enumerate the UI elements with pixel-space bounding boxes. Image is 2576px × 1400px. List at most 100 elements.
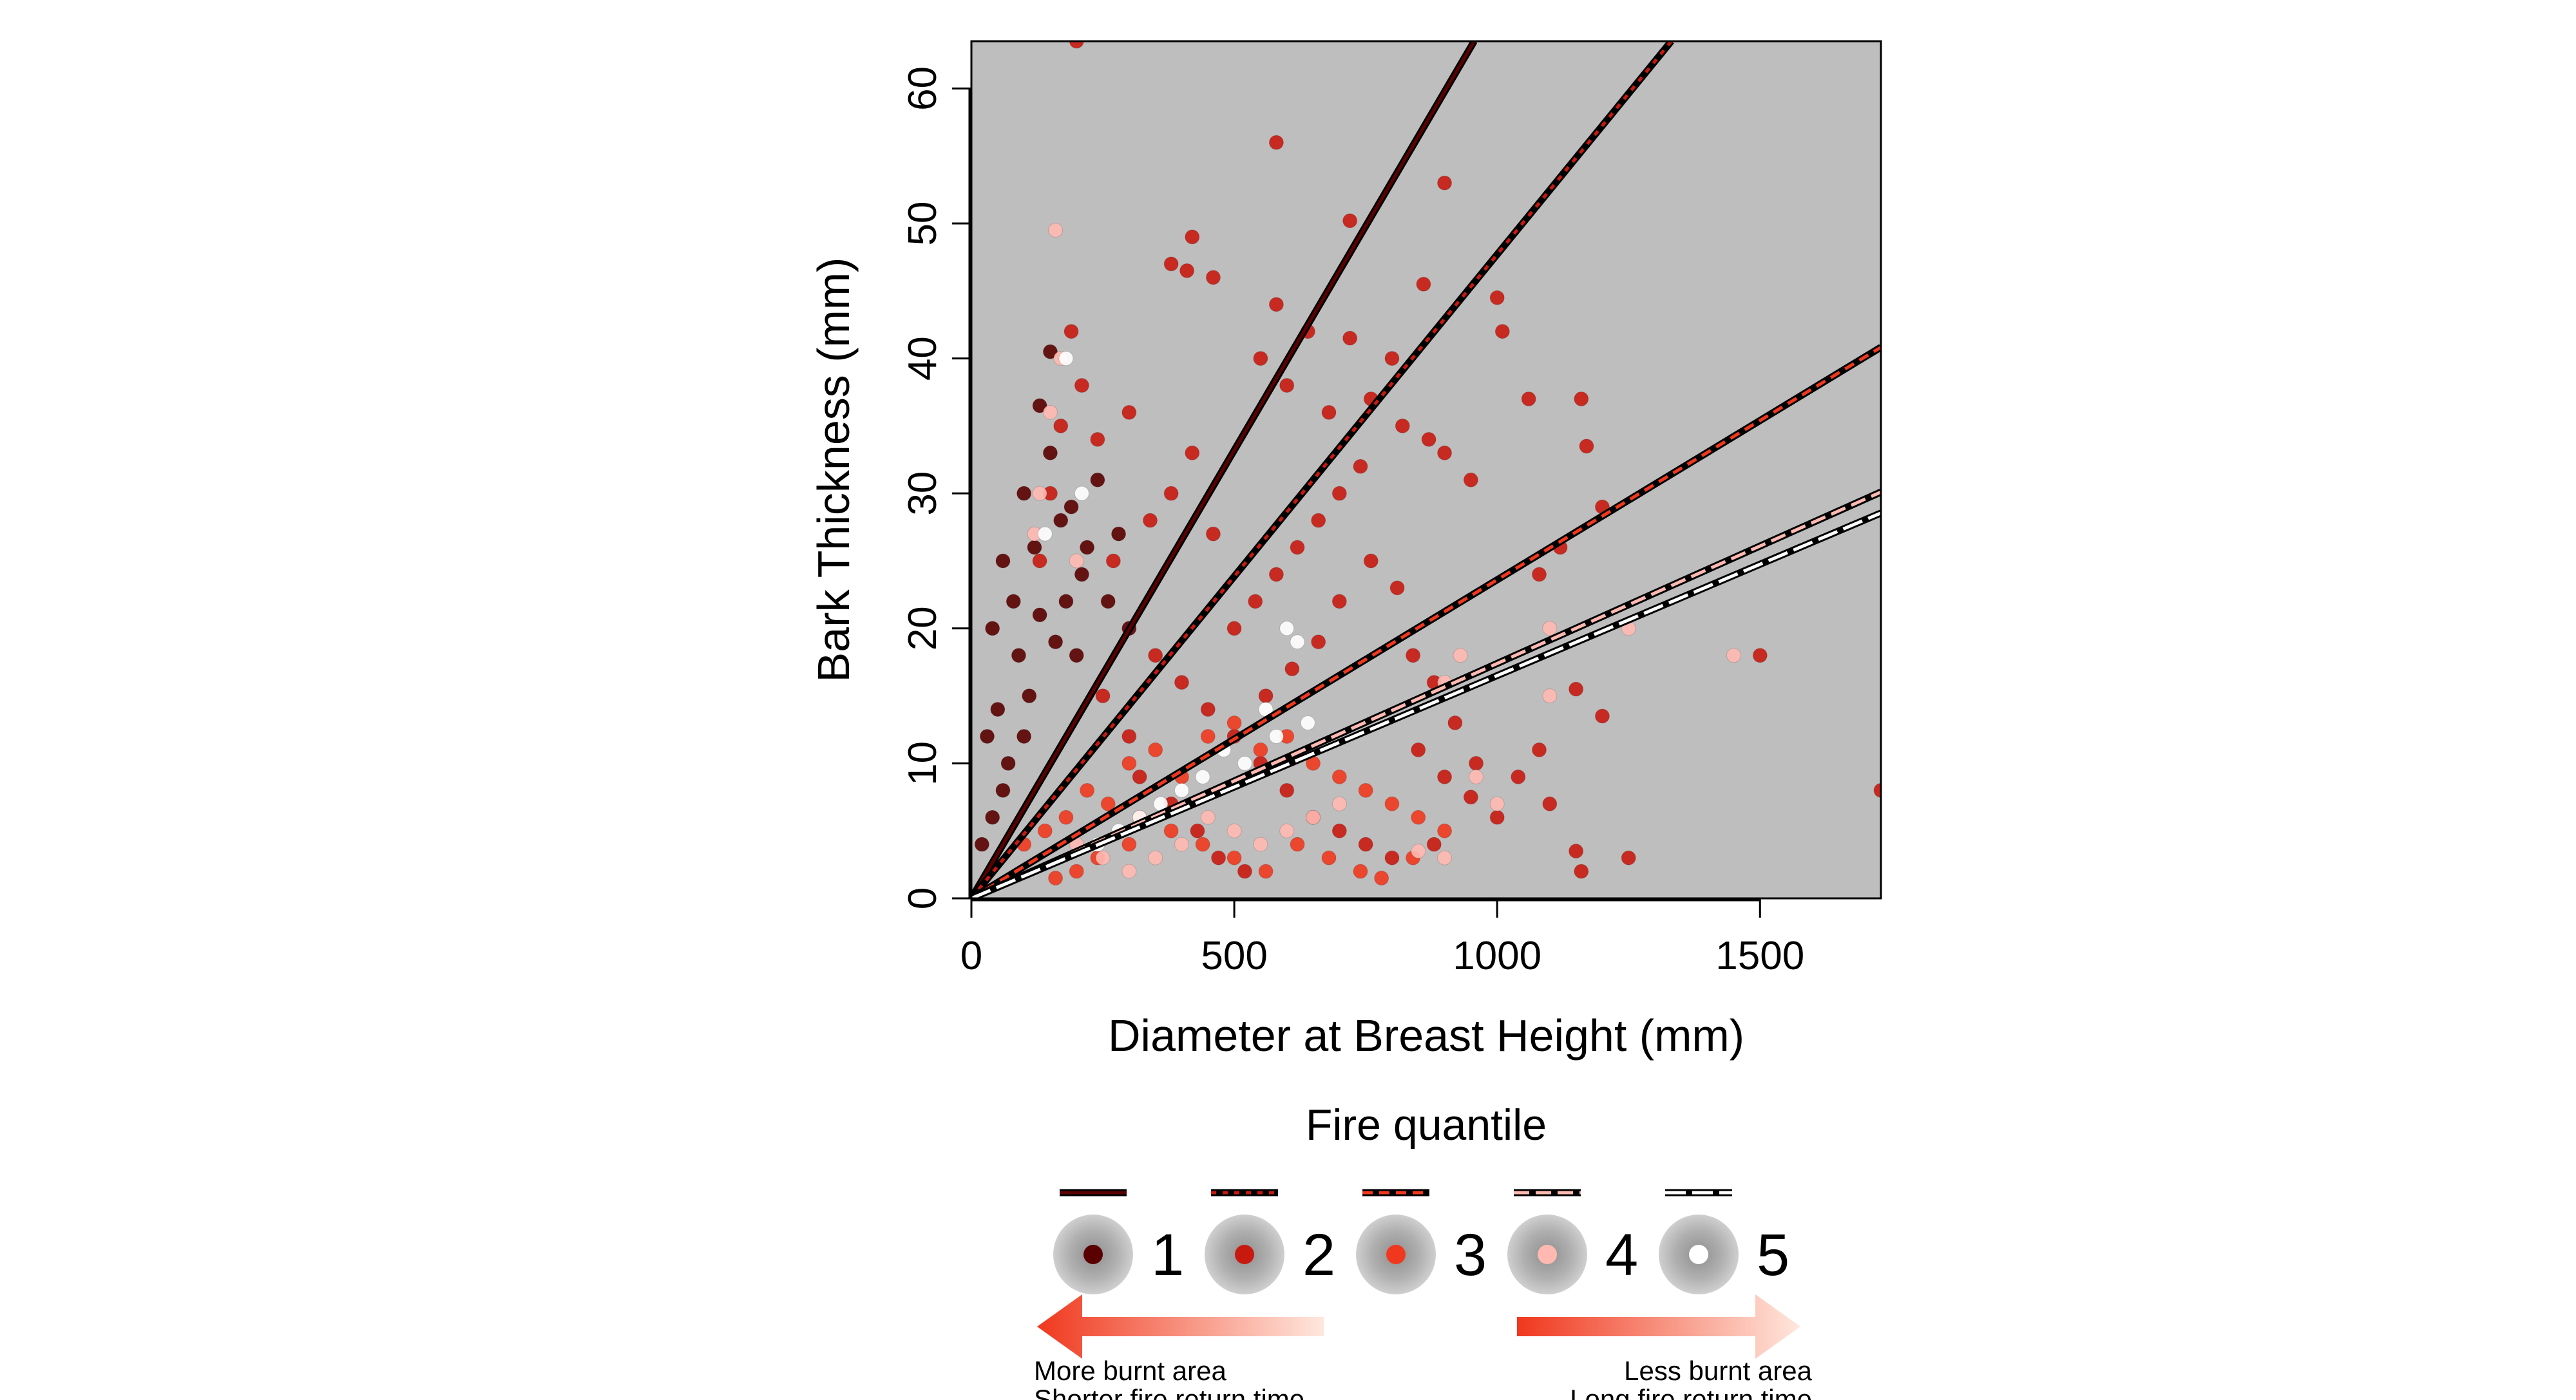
data-point-q2 — [1574, 391, 1589, 406]
data-point-q5 — [1074, 486, 1089, 501]
data-point-q2 — [1873, 782, 1881, 798]
data-point-q2 — [1489, 290, 1505, 305]
data-point-q2 — [1594, 708, 1610, 724]
data-point-q4 — [1279, 823, 1295, 838]
data-point-q1 — [979, 728, 995, 744]
data-point-q3 — [1121, 837, 1137, 852]
data-point-q2 — [1179, 263, 1195, 278]
data-point-q2 — [1447, 715, 1463, 731]
data-point-q2 — [1237, 864, 1252, 879]
data-point-q2 — [1384, 351, 1400, 366]
legend-entry-label: 5 — [1757, 1222, 1789, 1288]
data-point-q3 — [1080, 782, 1095, 798]
y-axis: 0 10 20 30 40 50 60 — [901, 66, 971, 909]
data-point-q2 — [1331, 823, 1347, 838]
data-point-q2 — [1268, 567, 1284, 582]
data-point-q5 — [1058, 351, 1074, 366]
data-point-q2 — [1205, 526, 1221, 542]
data-point-q2 — [1148, 648, 1163, 663]
data-point-q2 — [1437, 175, 1453, 191]
data-point-q1 — [1011, 648, 1026, 663]
left-arrow-text-line1: More burnt area — [1034, 1356, 1226, 1386]
data-point-q2 — [1579, 439, 1594, 454]
legend-entry-1: 1 — [1053, 1189, 1184, 1294]
data-point-q1 — [1069, 648, 1084, 663]
data-point-q2 — [1353, 459, 1368, 474]
data-point-q4 — [1437, 850, 1453, 866]
data-point-q3 — [1374, 871, 1389, 886]
data-point-q4 — [1726, 648, 1741, 663]
data-point-q4 — [1453, 648, 1468, 663]
x-tick-label: 1000 — [1453, 934, 1541, 978]
data-point-q3 — [1048, 871, 1064, 886]
data-point-q1 — [974, 837, 989, 852]
data-point-q2 — [1069, 41, 1084, 49]
data-point-q3 — [1100, 796, 1116, 811]
data-point-q4 — [1469, 769, 1484, 784]
data-points — [974, 41, 1881, 886]
data-point-q2 — [1211, 850, 1226, 866]
data-point-q1 — [1032, 607, 1047, 623]
data-point-q5 — [1268, 728, 1284, 744]
data-point-q2 — [1311, 634, 1326, 650]
y-tick-label: 10 — [901, 741, 945, 786]
data-point-q2 — [1064, 324, 1079, 339]
data-point-q1 — [1032, 398, 1047, 413]
data-point-q2 — [1090, 431, 1105, 447]
data-point-q2 — [1358, 837, 1373, 852]
legend-entry-2: 2 — [1205, 1189, 1335, 1294]
data-point-q4 — [1032, 486, 1047, 501]
legend-entry-label: 2 — [1302, 1222, 1335, 1288]
data-point-q1 — [1080, 540, 1095, 555]
data-point-q5 — [1290, 634, 1305, 650]
data-point-q2 — [1426, 837, 1442, 852]
x-axis: 0 500 1000 1500 — [960, 898, 1804, 978]
data-point-q2 — [1384, 850, 1400, 866]
data-point-q2 — [1463, 790, 1478, 805]
x-tick-label: 1500 — [1715, 934, 1804, 978]
data-point-q2 — [1363, 553, 1379, 569]
data-point-q2 — [1321, 404, 1337, 420]
data-point-q2 — [1531, 742, 1547, 757]
data-point-q1 — [1022, 688, 1037, 704]
data-point-q2 — [1574, 864, 1589, 879]
data-point-q4 — [1542, 621, 1558, 636]
data-point-q2 — [1143, 513, 1158, 528]
data-point-q2 — [1542, 796, 1558, 811]
x-axis-label: Diameter at Breast Height (mm) — [1108, 1010, 1744, 1061]
data-point-q3 — [1163, 823, 1179, 838]
data-point-q3 — [1200, 728, 1216, 744]
data-point-q2 — [1253, 351, 1268, 366]
data-point-q1 — [1111, 526, 1127, 542]
x-tick-label: 0 — [960, 934, 982, 978]
data-point-q2 — [1494, 324, 1510, 339]
right-arrow-text-line2: Long fire return time — [1570, 1384, 1812, 1400]
data-point-q3 — [1226, 715, 1242, 731]
data-point-q1 — [985, 809, 1000, 825]
data-point-q2 — [1258, 688, 1274, 704]
y-tick-label: 0 — [901, 887, 945, 909]
legend-entry-3: 3 — [1356, 1189, 1487, 1294]
data-point-q2 — [1342, 213, 1358, 229]
x-tick-label: 500 — [1201, 934, 1267, 978]
data-point-q2 — [1185, 229, 1200, 245]
data-point-q1 — [1064, 499, 1079, 515]
data-point-q2 — [1268, 297, 1284, 312]
legend-title: Fire quantile — [1306, 1101, 1547, 1149]
data-point-q4 — [1253, 837, 1268, 852]
legend-entry-label: 3 — [1454, 1222, 1487, 1288]
data-point-q1 — [985, 621, 1000, 636]
data-point-q1 — [1042, 445, 1058, 460]
data-point-q2 — [1163, 256, 1179, 272]
regression-lines — [971, 41, 1881, 898]
data-point-q1 — [1048, 634, 1064, 650]
legend-entry-label: 4 — [1605, 1222, 1638, 1288]
data-point-q2 — [1248, 594, 1263, 609]
left-arrow-icon — [1037, 1294, 1324, 1359]
data-point-q2 — [1752, 648, 1768, 663]
regression-line-q2 — [971, 41, 1674, 898]
data-point-q2 — [1132, 769, 1147, 784]
data-point-q1 — [990, 702, 1006, 717]
data-point-q2 — [1095, 688, 1111, 704]
data-point-q2 — [1279, 782, 1295, 798]
